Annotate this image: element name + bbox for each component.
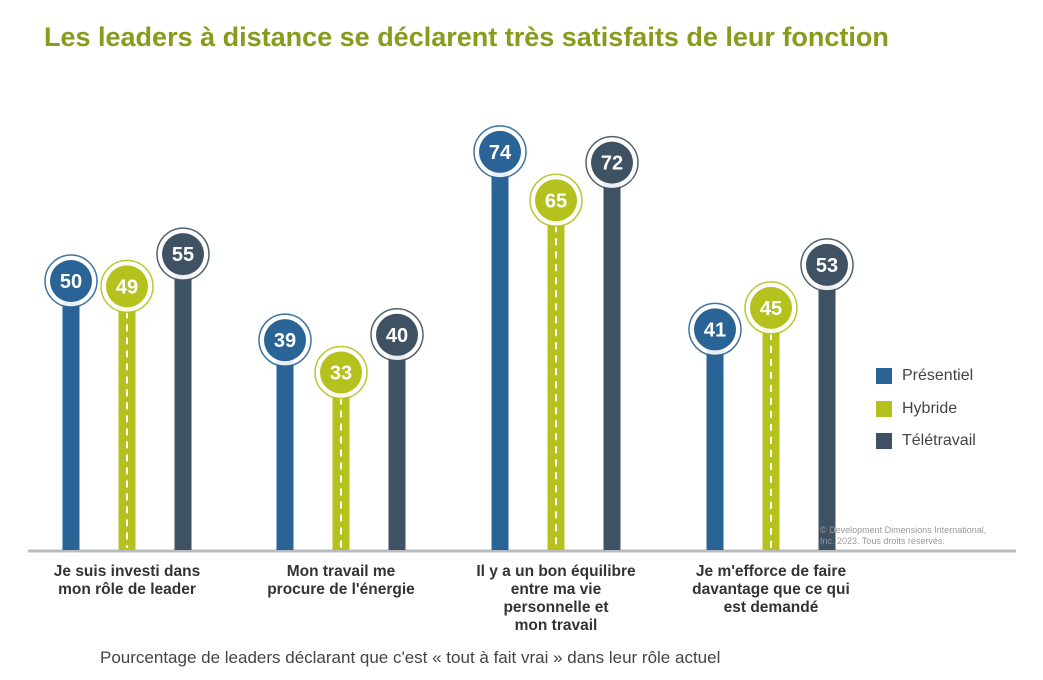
lollipop-mark: 65: [529, 173, 583, 551]
category-label: Il y a un bon équilibre entre ma vie per…: [476, 563, 636, 634]
category-label: Je suis investi dans mon rôle de leader: [53, 563, 201, 598]
data-label: 53: [816, 255, 838, 277]
copyright-line: © Development Dimensions International,: [820, 525, 987, 535]
bar-stem: [276, 340, 294, 550]
bar-stem: [332, 372, 350, 550]
bar-stem: [62, 281, 80, 550]
data-label: 45: [760, 298, 782, 320]
legend-label: Présentiel: [902, 367, 974, 385]
legend-item: Présentiel: [876, 360, 976, 393]
lollipop-mark: 39: [258, 313, 312, 550]
bar-head: [535, 179, 577, 222]
lollipop-mark: 72: [585, 135, 639, 550]
bar-head: [162, 233, 204, 276]
lollipop-mark: 40: [370, 308, 424, 550]
bar-head: [50, 260, 92, 302]
data-label: 74: [489, 142, 512, 164]
data-label: 55: [172, 244, 194, 266]
bar-stem: [491, 151, 509, 550]
bar-head: [591, 141, 633, 184]
legend-label: Télétravail: [902, 432, 976, 450]
bar-head: [320, 351, 362, 394]
bar-stem: [603, 162, 621, 550]
legend: Présentiel Hybride Télétravail: [876, 360, 976, 458]
legend-item: Hybride: [876, 393, 976, 426]
legend-swatch: [876, 368, 892, 385]
data-label: 65: [545, 190, 567, 212]
data-label: 72: [601, 153, 623, 175]
legend-swatch: [876, 400, 892, 417]
data-label: 39: [274, 330, 296, 352]
chart-subtitle: Pourcentage de leaders déclarant que c'e…: [100, 648, 721, 667]
bar-head: [694, 308, 736, 351]
lollipop-mark: 74: [473, 125, 527, 550]
lollipop-mark: 45: [744, 281, 798, 550]
bar-head: [264, 319, 306, 362]
bar-head: [376, 313, 418, 356]
data-label: 41: [704, 319, 726, 341]
chart-title: Les leaders à distance se déclarent très…: [44, 22, 889, 52]
lollipop-mark: 49: [100, 259, 154, 550]
data-label: 50: [60, 271, 82, 293]
legend-label: Hybride: [902, 399, 958, 417]
lollipop-mark: 55: [156, 227, 210, 550]
copyright-notice: © Development Dimensions International, …: [820, 525, 986, 547]
data-label: 33: [330, 362, 352, 384]
lollipop-mark: 50: [44, 254, 98, 550]
bar-head: [806, 243, 848, 286]
bar-stem: [818, 264, 836, 550]
lollipop-mark: 41: [688, 302, 742, 550]
bar-head: [479, 130, 521, 173]
bar-head: [106, 265, 148, 308]
bar-stem: [706, 329, 724, 550]
legend-swatch: [876, 433, 892, 450]
lollipop-mark: 33: [314, 345, 368, 550]
legend-item: Télétravail: [876, 425, 976, 458]
bar-stem: [388, 334, 406, 550]
copyright-line: Inc. 2023. Tous droits réservés.: [820, 536, 945, 546]
bar-head: [750, 286, 792, 329]
data-label: 40: [386, 325, 408, 347]
category-label: Je m'efforce de faire davantage que ce q…: [692, 563, 850, 616]
bar-stem: [174, 254, 192, 550]
category-label: Mon travail me procure de l'énergie: [267, 563, 415, 598]
lollipop-mark: 53: [800, 238, 854, 550]
data-label: 49: [116, 276, 138, 298]
